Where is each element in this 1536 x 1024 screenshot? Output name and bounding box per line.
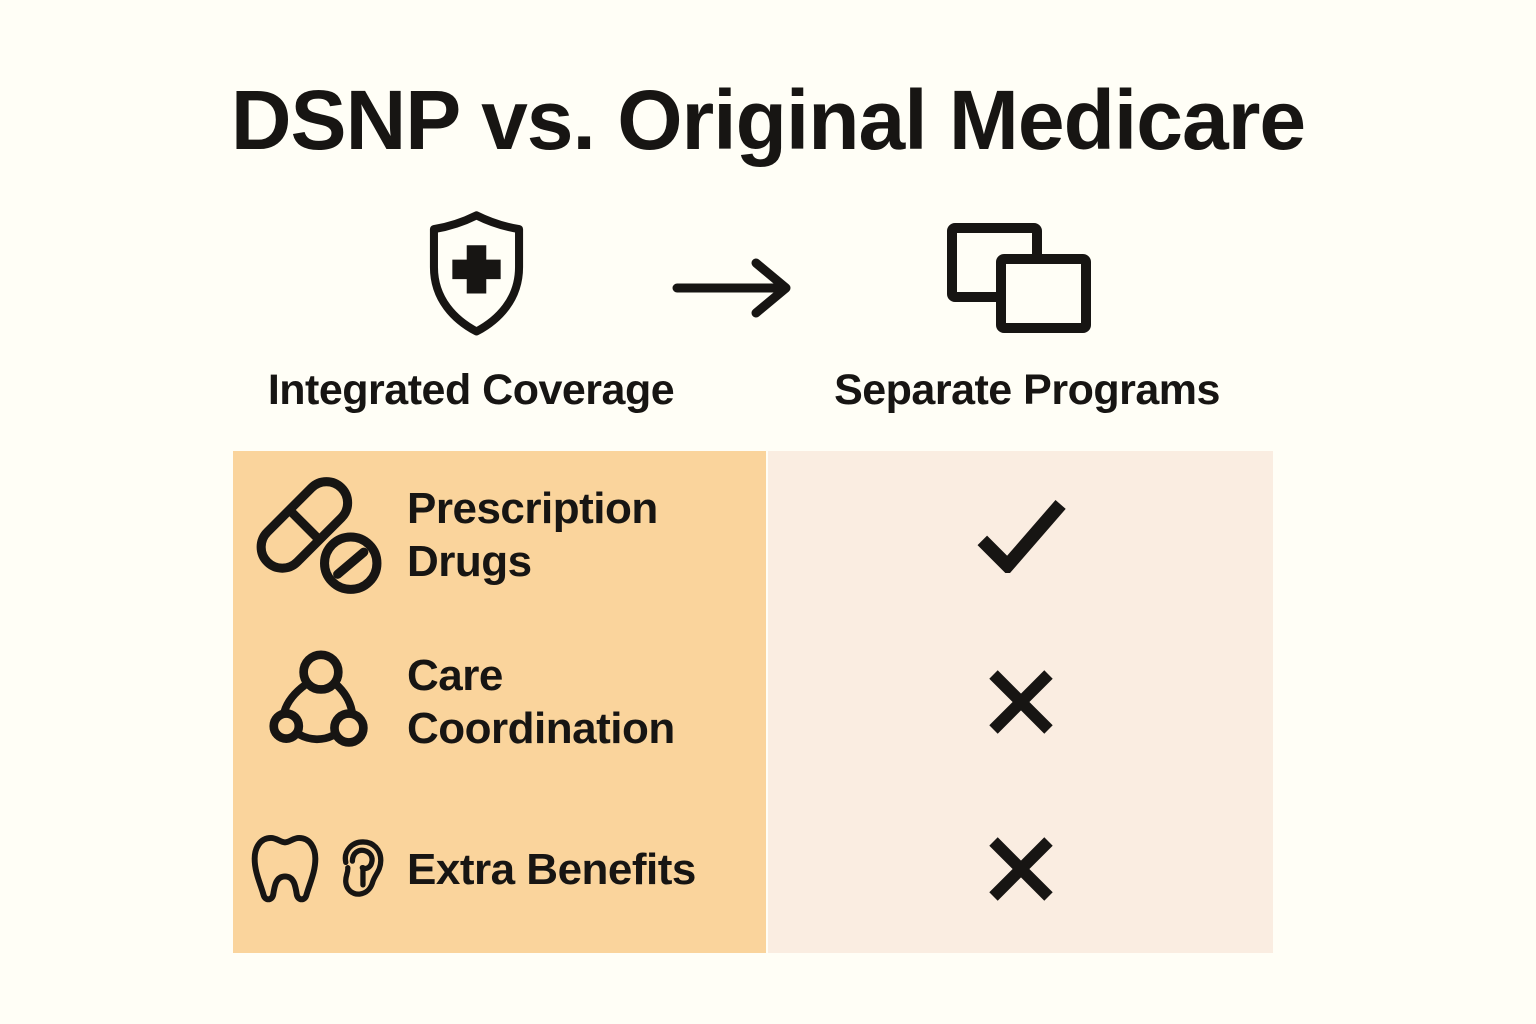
mark-prescription-drugs: [768, 451, 1273, 618]
mark-extra-benefits: [768, 786, 1273, 953]
row-extra-benefits: Extra Benefits: [233, 786, 766, 953]
ear-icon: [326, 824, 392, 914]
page-title: DSNP vs. Original Medicare: [230, 73, 1306, 167]
tooth-icon: [248, 823, 322, 915]
separate-programs-label: Separate Programs: [834, 366, 1220, 414]
arrow-right-icon: [672, 256, 812, 320]
care-network-icon: [267, 647, 373, 757]
cross-icon: [988, 669, 1054, 735]
dsnp-column: Prescription Drugs Care Coordination: [233, 451, 766, 953]
row-prescription-drugs: Prescription Drugs: [233, 451, 766, 618]
original-medicare-column: [768, 451, 1273, 953]
cross-icon: [988, 836, 1054, 902]
mark-care-coordination: [768, 618, 1273, 785]
row-label: Care Coordination: [407, 650, 675, 753]
row-label: Prescription Drugs: [407, 483, 658, 586]
check-icon: [976, 497, 1066, 573]
shield-plus-icon: [419, 209, 534, 339]
integrated-coverage-label: Integrated Coverage: [267, 366, 675, 414]
row-label: Extra Benefits: [407, 844, 696, 894]
tablet-icon: [320, 532, 382, 594]
overlapping-squares-icon: [946, 222, 1092, 334]
capsule-icon: [252, 474, 388, 596]
row-care-coordination: Care Coordination: [233, 618, 766, 785]
